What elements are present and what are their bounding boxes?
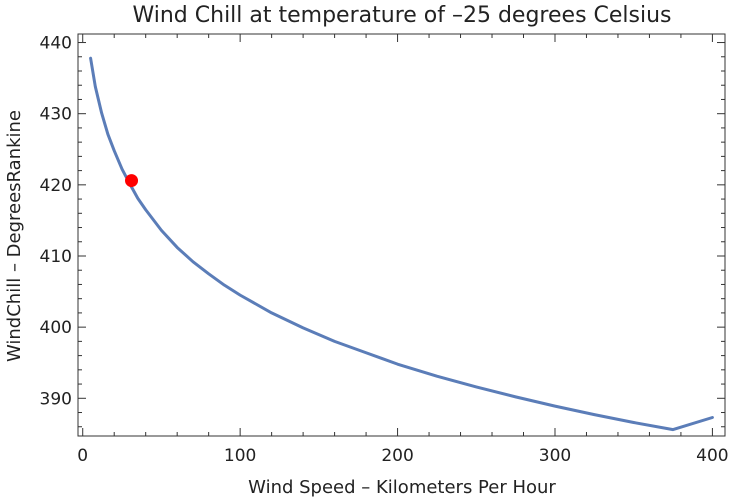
axis-ticks	[78, 34, 725, 436]
y-tick-label: 410	[40, 247, 72, 267]
y-tick-label: 400	[40, 318, 72, 338]
y-tick-label: 440	[40, 34, 72, 54]
plot-frame	[77, 33, 726, 437]
plot-border	[77, 33, 726, 437]
x-tick-label: 200	[381, 446, 413, 466]
y-tick-label: 430	[40, 105, 72, 125]
chart-title: Wind Chill at temperature of –25 degrees…	[132, 3, 671, 28]
y-tick-label: 420	[40, 176, 72, 196]
y-axis-label: WindChill – DegreesRankine	[4, 110, 25, 362]
y-tick-label: 390	[40, 389, 72, 409]
highlight-point	[125, 174, 139, 188]
tick-labels: 0 100 200 300 400 390 400 410 420 430 440	[40, 34, 729, 466]
wind-chill-curve	[89, 56, 714, 432]
x-axis-label: Wind Speed – Kilometers Per Hour	[248, 477, 556, 498]
x-tick-label: 400	[696, 446, 728, 466]
x-tick-label: 0	[77, 446, 88, 466]
x-tick-label: 300	[539, 446, 571, 466]
x-tick-label: 100	[224, 446, 256, 466]
